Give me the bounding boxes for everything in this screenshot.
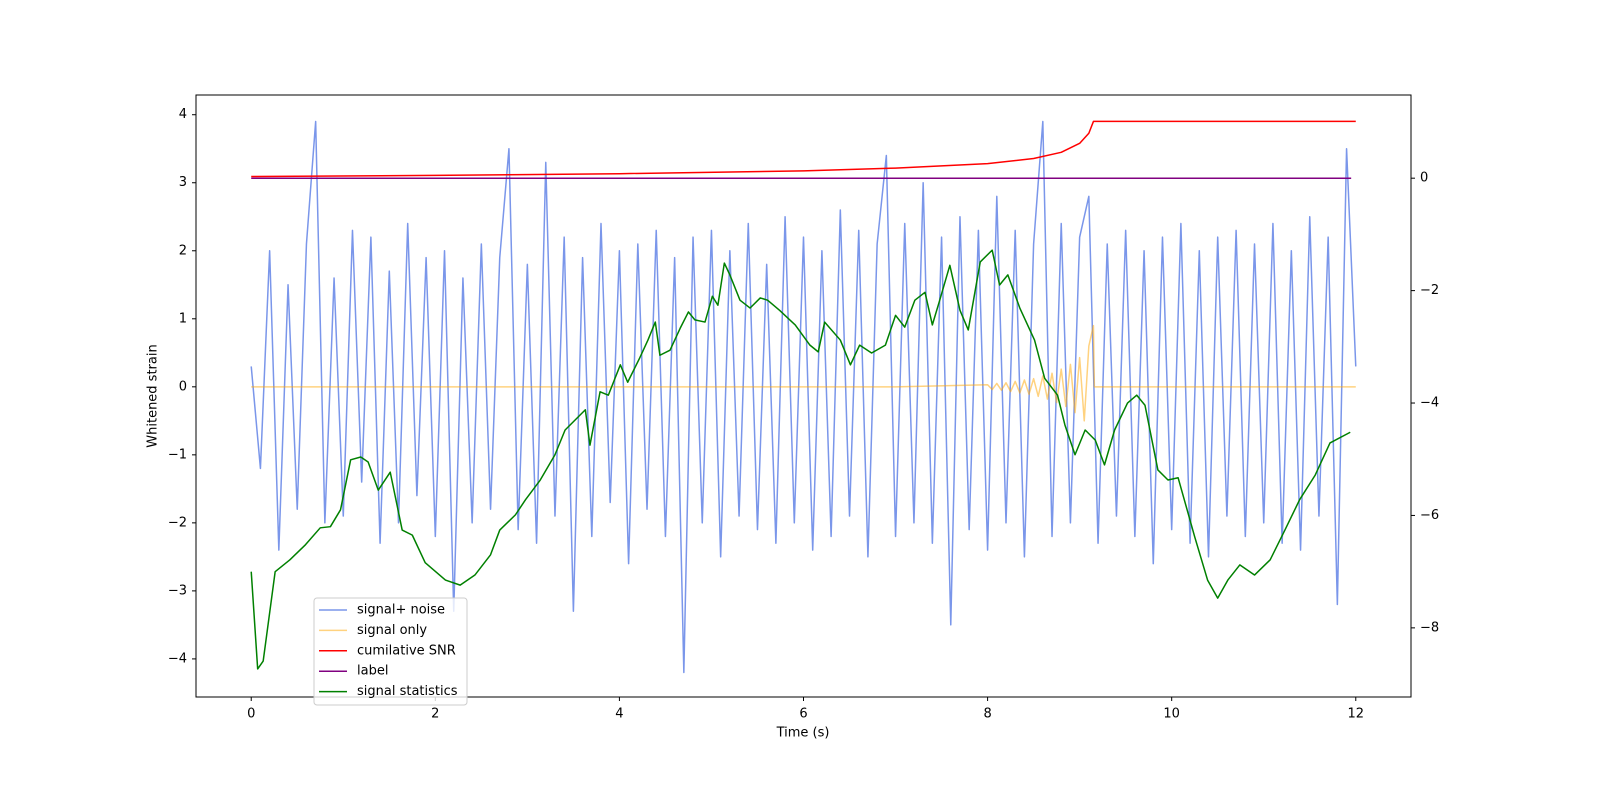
- y-tick-label: −2: [168, 515, 187, 530]
- y-tick-label: −3: [168, 583, 187, 598]
- y2-tick-label: 0: [1420, 171, 1428, 186]
- legend-box: [313, 597, 468, 706]
- legend-label: signal only: [357, 623, 427, 638]
- y-tick-label: 0: [179, 379, 187, 394]
- x-tick-label: 4: [615, 707, 623, 722]
- x-tick-label: 6: [799, 707, 807, 722]
- series-line: [251, 324, 1356, 422]
- y-tick-label: 1: [179, 311, 187, 326]
- x-tick-label: 10: [1163, 707, 1180, 722]
- y-tick-label: −4: [168, 651, 187, 666]
- x-tick-label: 8: [983, 707, 991, 722]
- y2-tick-label: −6: [1420, 508, 1439, 523]
- series-line: [250, 120, 1357, 674]
- legend-label: signal+ noise: [357, 603, 445, 618]
- legend-label: cumilative SNR: [357, 643, 456, 658]
- legend-label: signal statistics: [357, 684, 458, 699]
- x-tick-label: 2: [431, 707, 439, 722]
- x-tick-label: 12: [1347, 707, 1364, 722]
- y-tick-label: 2: [179, 243, 187, 258]
- legend: signal+ noise signal only cumilative SNR la…: [313, 597, 468, 706]
- series-line: [250, 249, 1351, 670]
- y-axis-label: Whitened strain: [146, 344, 161, 447]
- legend-label: label: [357, 664, 388, 679]
- x-axis-label: Time (s): [776, 726, 830, 741]
- y2-tick-label: −2: [1420, 283, 1439, 298]
- y-tick-label: 4: [179, 107, 187, 122]
- x-tick-label: 0: [247, 707, 255, 722]
- y2-tick-label: −4: [1420, 396, 1439, 411]
- y-tick-label: 3: [179, 175, 187, 190]
- series-line: [251, 120, 1356, 178]
- y-tick-label: −1: [168, 447, 187, 462]
- y2-tick-label: −8: [1420, 620, 1439, 635]
- plot-area: [250, 120, 1357, 674]
